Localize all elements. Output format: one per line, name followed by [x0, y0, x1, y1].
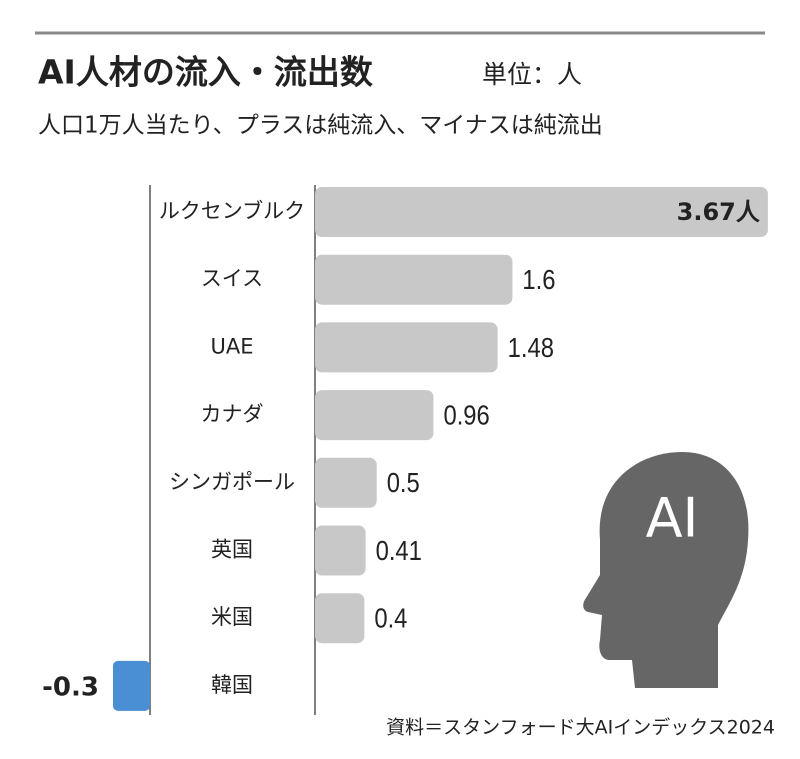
bar — [112, 660, 150, 711]
bar — [315, 254, 513, 305]
category-label: ルクセンブルク — [159, 199, 305, 223]
icon-label: AI — [646, 487, 699, 550]
chart-subtitle: 人口1万人当たり、プラスは純流入、マイナスは純流出 — [38, 113, 603, 139]
bar — [315, 525, 366, 576]
value-label: 1.6 — [522, 263, 555, 295]
category-label: 米国 — [211, 605, 253, 629]
value-label: 0.96 — [443, 399, 489, 431]
unit-label: 単位：人 — [482, 60, 582, 89]
value-label: 3.67人 — [677, 198, 760, 226]
value-label: -0.3 — [42, 672, 99, 702]
category-label: 韓国 — [211, 673, 253, 697]
bar — [315, 390, 434, 441]
bar — [315, 593, 365, 644]
chart-title: AI人材の流入・流出数 — [38, 53, 374, 92]
value-label: 0.41 — [376, 534, 422, 566]
value-label: 0.4 — [374, 602, 407, 634]
category-label: シンガポール — [169, 470, 295, 494]
value-label: 0.5 — [387, 466, 420, 498]
category-label: UAE — [210, 334, 253, 358]
bar — [315, 322, 498, 373]
category-label: 英国 — [211, 538, 253, 562]
bar — [315, 187, 768, 237]
ai-head-icon: AI — [583, 452, 749, 688]
source-note: 資料＝スタンフォード大AIインデックス2024 — [386, 717, 775, 739]
bar — [315, 457, 377, 508]
category-label: カナダ — [201, 402, 264, 426]
category-label: スイス — [201, 267, 263, 291]
head-shape — [583, 452, 749, 688]
value-label: 1.48 — [508, 331, 554, 363]
